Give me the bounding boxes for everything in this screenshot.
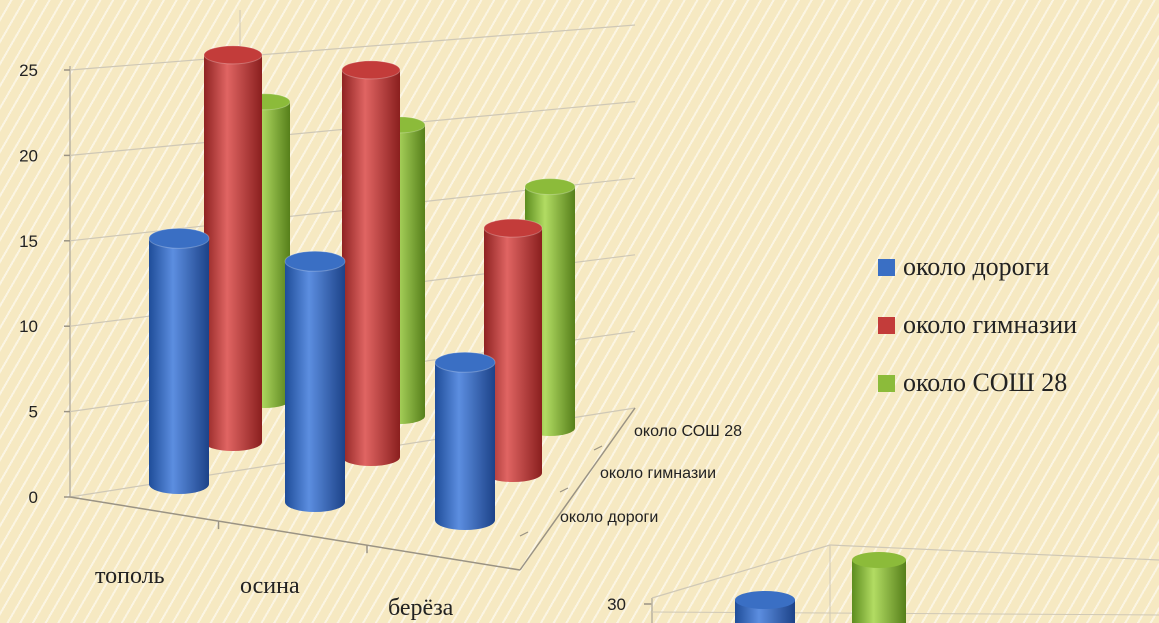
chart2-bar-green-top bbox=[852, 552, 906, 568]
legend-swatch-series-3 bbox=[878, 374, 895, 392]
y-tick-label: 10 bbox=[19, 317, 38, 336]
y-tick-label: 20 bbox=[19, 146, 38, 165]
depth-axis-label: около СОШ 28 bbox=[634, 423, 742, 440]
depth-tick-mark bbox=[519, 531, 529, 537]
y-tick-label: 0 bbox=[29, 488, 38, 507]
axis-horizontal bbox=[69, 496, 521, 571]
legend-item-series-1: около дороги bbox=[878, 238, 1077, 296]
legend-swatch-series-2 bbox=[878, 316, 895, 334]
bar-dorogi-top bbox=[284, 250, 346, 272]
bar-dorogi-top bbox=[434, 351, 496, 373]
legend-item-series-3: около СОШ 28 bbox=[878, 354, 1077, 412]
gridline bbox=[69, 24, 636, 71]
bar-dorogi-body bbox=[285, 261, 345, 512]
bar-dorogi-body bbox=[435, 362, 495, 530]
depth-axis-label: около дороги bbox=[560, 509, 658, 526]
y-tick-label: 5 bbox=[29, 403, 38, 422]
legend-label-series-1: около дороги bbox=[903, 252, 1050, 281]
bar-gimnazii-body bbox=[484, 228, 542, 482]
chart2-gridline bbox=[651, 544, 831, 599]
chart2-gridline bbox=[829, 544, 1159, 561]
bar-sosh28-top bbox=[524, 178, 576, 196]
bar-dorogi-top bbox=[148, 227, 210, 249]
depth-tick-mark bbox=[593, 445, 603, 451]
chart-bars bbox=[148, 45, 906, 623]
bar-gimnazii-top bbox=[341, 60, 401, 80]
bar-gimnazii-body bbox=[342, 69, 400, 467]
chart-labels: 0 5 10 15 20 25 около СОШ 28 около гимназии окол… bbox=[19, 61, 742, 621]
axis-depth bbox=[519, 407, 636, 571]
depth-axis-label: около гимназии bbox=[600, 465, 716, 482]
legend-item-series-2: около гимназии bbox=[878, 296, 1077, 354]
chart2-bar-green-body bbox=[852, 560, 906, 623]
depth-tick-mark bbox=[559, 487, 569, 493]
category-label: тополь bbox=[95, 563, 165, 589]
legend-label-series-3: около СОШ 28 bbox=[903, 368, 1068, 397]
y-tick-label: 25 bbox=[19, 61, 38, 80]
y-tick-label: 15 bbox=[19, 232, 38, 251]
category-label: осина bbox=[240, 573, 300, 599]
bar-dorogi-body bbox=[149, 238, 209, 494]
bar-gimnazii-top bbox=[483, 218, 543, 238]
chart-legend: около дороги около гимназии около СОШ 28 bbox=[878, 238, 1077, 412]
chart2-y-tick-label: 30 bbox=[607, 595, 626, 614]
chart2-bar-blue-top bbox=[735, 591, 795, 609]
legend-label-series-2: около гимназии bbox=[903, 310, 1078, 339]
bar-gimnazii-body bbox=[204, 54, 262, 452]
bar-gimnazii-top bbox=[203, 45, 263, 65]
category-label: берёза bbox=[388, 595, 454, 621]
legend-swatch-series-1 bbox=[878, 258, 895, 276]
